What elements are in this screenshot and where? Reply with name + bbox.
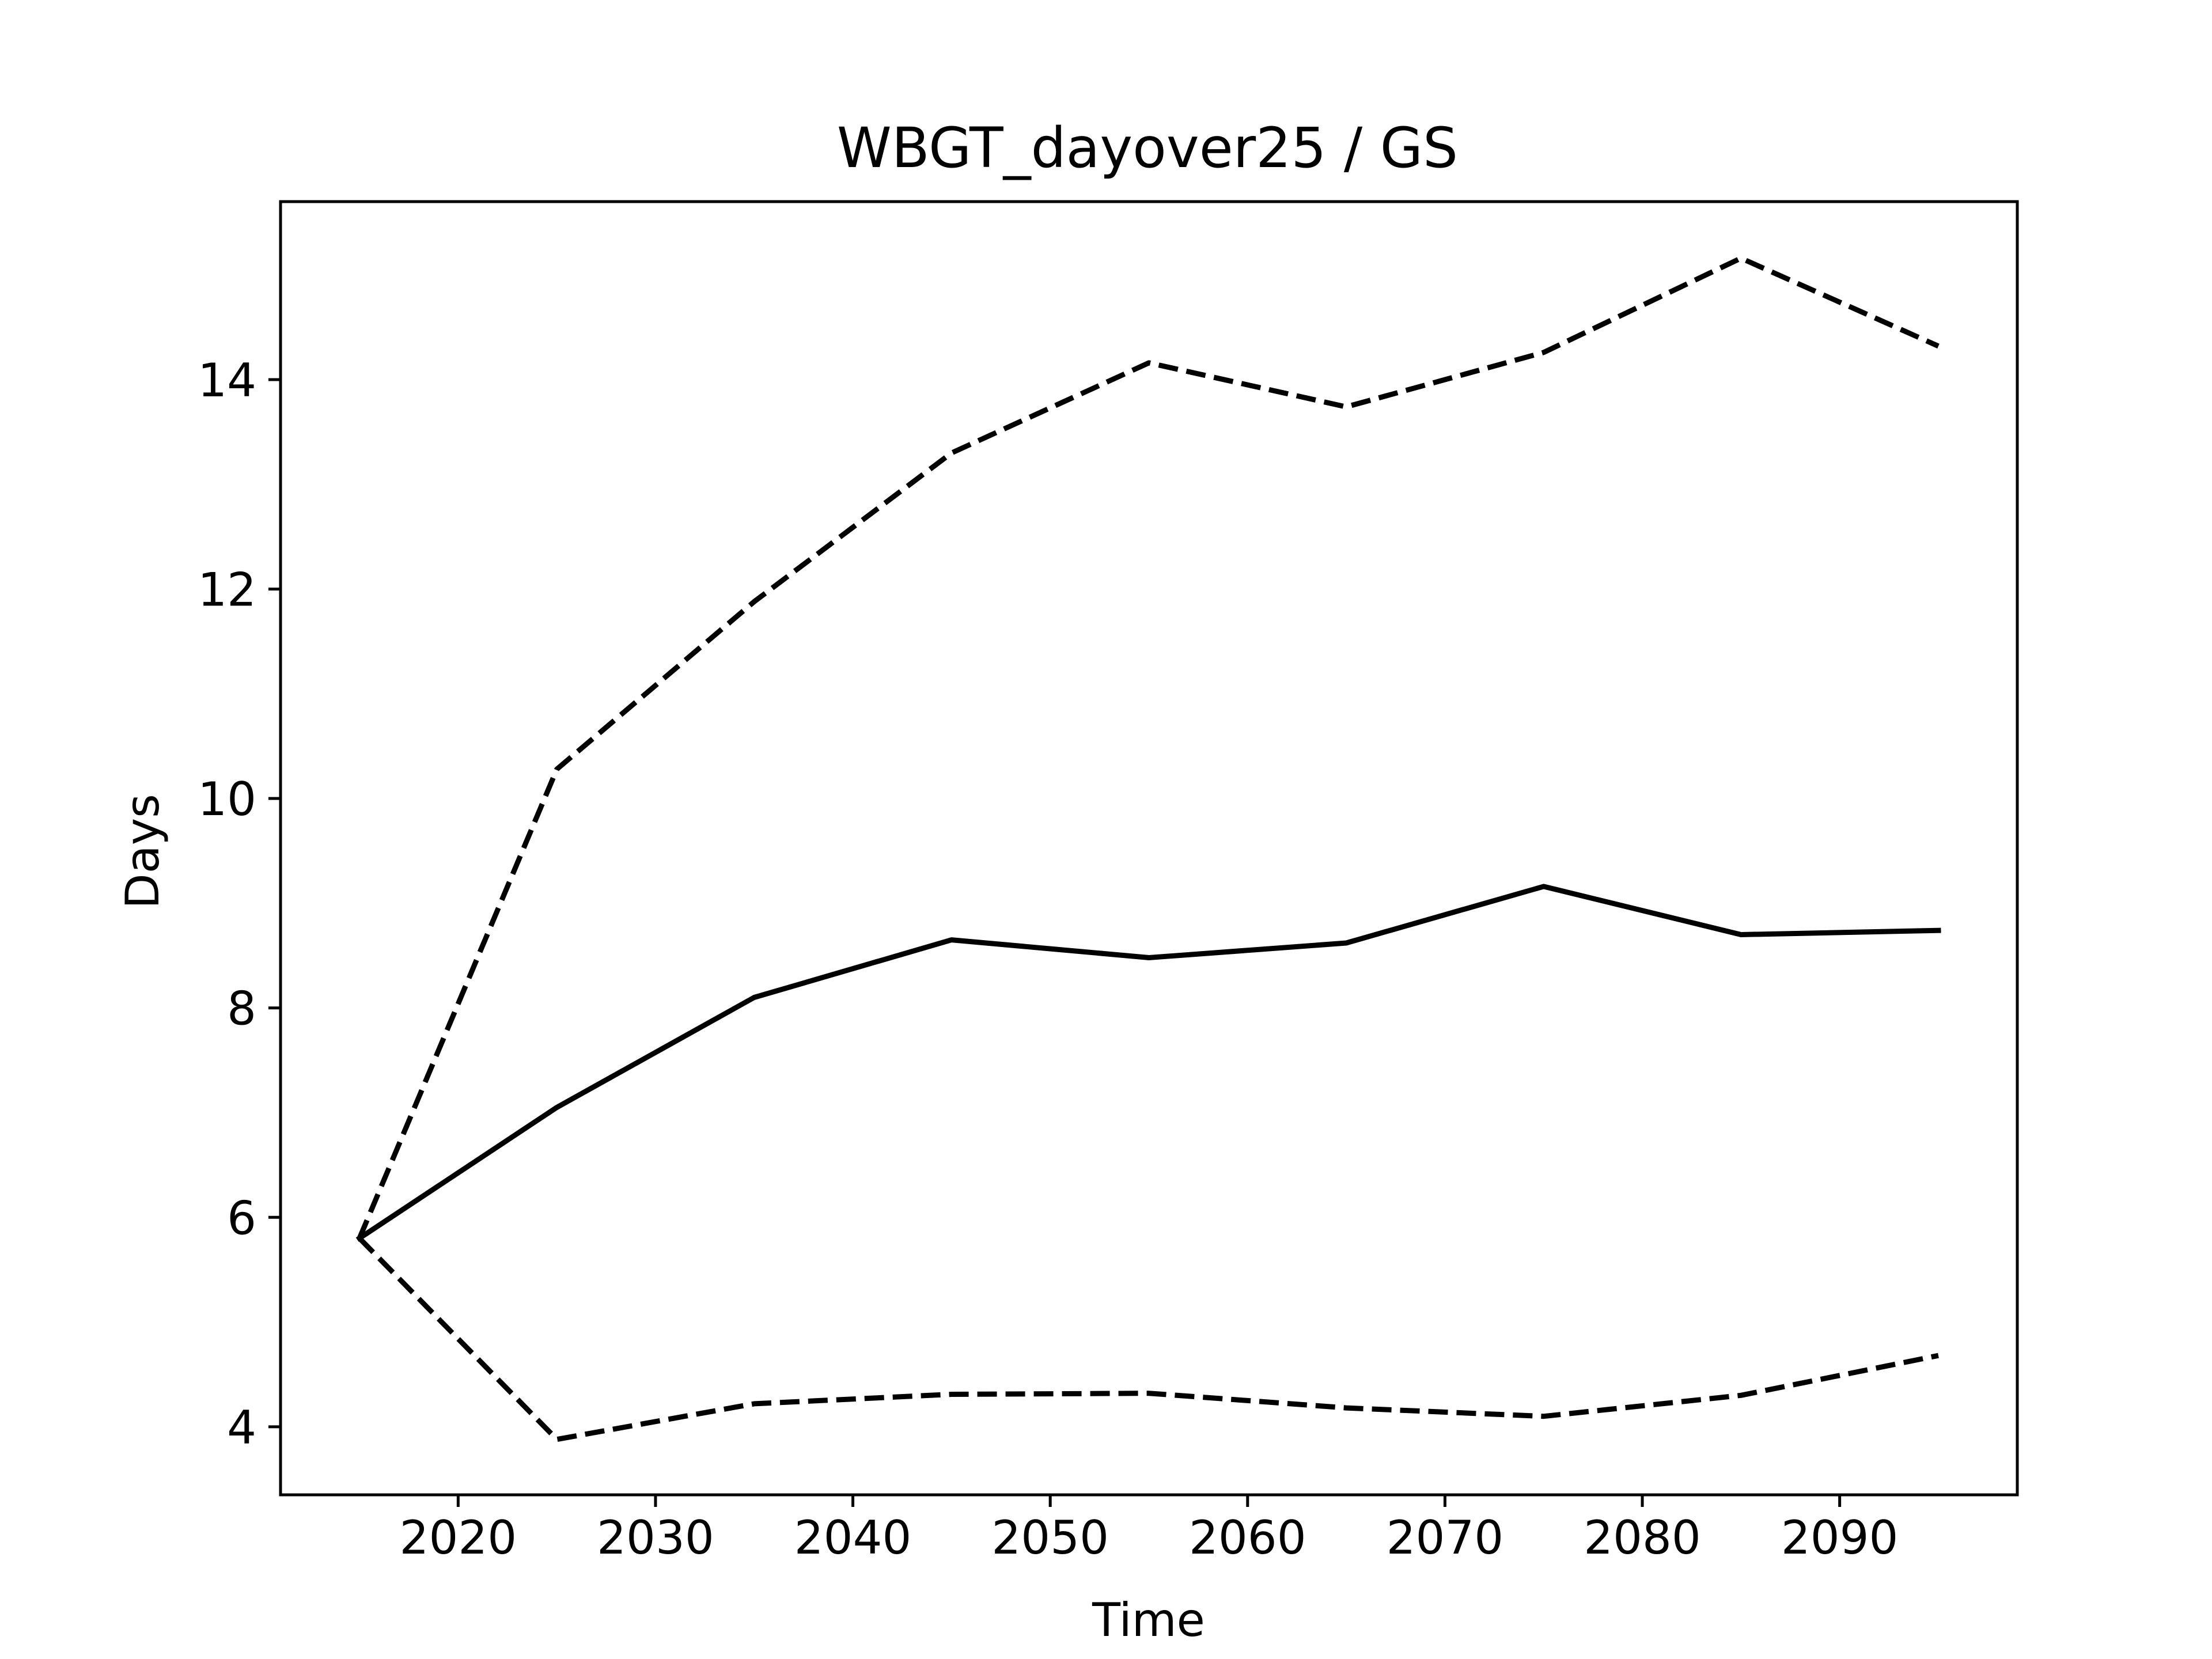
y-axis-label: Days (116, 794, 169, 909)
chart-title: WBGT_dayover25 / GS (837, 116, 1458, 180)
series-line-2 (357, 255, 1940, 1240)
y-tick-label-12: 12 (198, 563, 256, 617)
x-axis-label: Time (1092, 1593, 1205, 1647)
y-tick-label-4: 4 (227, 1401, 256, 1455)
x-tick-label-2050: 2050 (991, 1511, 1109, 1565)
series-layer (355, 255, 1941, 1442)
axes-frame (279, 200, 2019, 1497)
y-tick-label-8: 8 (227, 982, 256, 1036)
x-tick-label-2070: 2070 (1387, 1511, 1504, 1565)
y-tick-label-14: 14 (198, 354, 256, 407)
series-line-3 (357, 1236, 1939, 1442)
series-line-1 (355, 884, 1941, 1242)
x-tick-label-2060: 2060 (1189, 1511, 1306, 1565)
x-tick-label-2090: 2090 (1781, 1511, 1899, 1565)
plot-area (279, 200, 2019, 1497)
y-tick-label-6: 6 (227, 1191, 256, 1245)
x-tick-label-2080: 2080 (1584, 1511, 1701, 1565)
x-tick-label-2040: 2040 (794, 1511, 912, 1565)
x-axis: 2020 2030 2040 2050 2060 2070 2080 2090 (400, 1495, 1899, 1565)
y-tick-label-10: 10 (198, 772, 256, 826)
y-axis: 4 6 8 10 12 14 (198, 354, 281, 1455)
x-tick-label-2030: 2030 (597, 1511, 714, 1565)
x-tick-label-2020: 2020 (400, 1511, 517, 1565)
